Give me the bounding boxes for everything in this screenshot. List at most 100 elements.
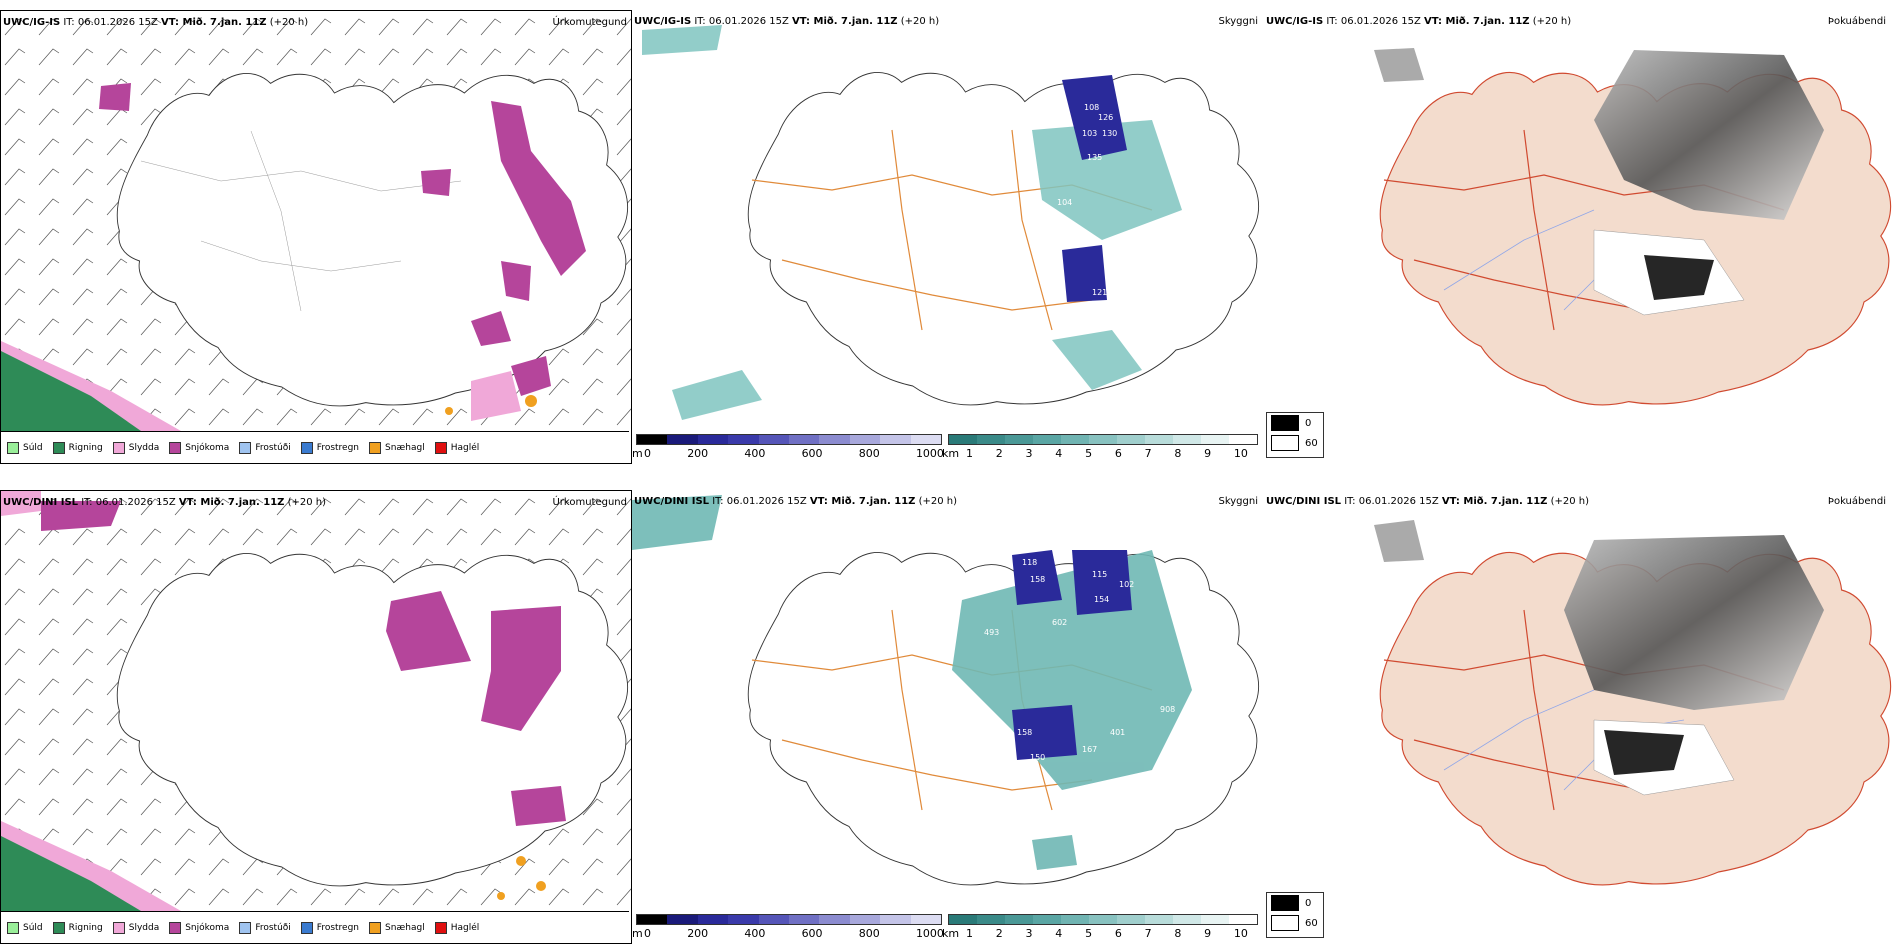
legend-swatch: [300, 921, 313, 934]
legend-swatch: [239, 921, 252, 934]
fog-areas: [1374, 520, 1824, 796]
value-label: 103: [1082, 129, 1097, 138]
legend-item: Snjókoma: [169, 441, 229, 454]
legend-swatch: [434, 921, 447, 934]
km-unit: km: [942, 447, 960, 460]
panel-title: Þokuábendi: [1827, 496, 1886, 507]
legend-swatch: [112, 921, 125, 934]
legend-item: Haglél: [434, 441, 479, 454]
visibility-panel-bottom: 114 118 158 115 102 154 602 493 114 158 …: [632, 490, 1262, 950]
legend-swatch: [52, 441, 65, 454]
value-labels: 114 118 158 115 102 154 602 493 114 158 …: [718, 513, 1175, 762]
legend-swatch: [369, 441, 382, 454]
very-low-visibility-areas: [1012, 550, 1132, 760]
panel-title: Úrkomutegund: [552, 17, 627, 28]
legend-swatch: [112, 441, 125, 454]
very-low-visibility-areas: [1062, 75, 1127, 302]
value-label: 144: [1147, 268, 1162, 277]
panel-title: Úrkomutegund: [552, 497, 627, 508]
legend-item: Snjókoma: [169, 921, 229, 934]
precip-type-map-bottom: [1, 491, 631, 911]
legend-swatch: [7, 921, 19, 934]
legend-item: Rigning: [52, 441, 103, 454]
precip-type-panel-bottom: UWC/DINI ISL IT: 06.01.2026 15Z VT: Mið.…: [0, 490, 632, 944]
m-ticks: 0 200 400 600 800 1000: [644, 927, 944, 940]
fog-legend-item: 0: [1267, 893, 1323, 913]
value-label: 102: [1119, 580, 1134, 589]
panel-header: UWC/IG-IS IT: 06.01.2026 15Z VT: Mið. 7.…: [3, 17, 309, 28]
value-label: 602: [1052, 618, 1067, 627]
value-label: 493: [984, 628, 999, 637]
roads: [140, 130, 462, 312]
fog-areas: [1374, 48, 1824, 316]
panel-title: Skyggni: [1218, 496, 1258, 507]
value-label: 167: [1082, 745, 1097, 754]
value-label: 135: [1087, 153, 1102, 162]
fog-panel-top: UWC/IG-IS IT: 06.01.2026 15Z VT: Mið. 7.…: [1264, 10, 1900, 470]
precip-type-panel-top: UWC/IG-IS IT: 06.01.2026 15Z VT: Mið. 7.…: [0, 10, 632, 464]
fog-map-bottom: [1374, 520, 1892, 886]
visibility-panel-top: 110 108 126 103 130 135 104 144 121 127 …: [632, 10, 1262, 470]
fog-legend-item: 60: [1267, 433, 1323, 453]
fog-legend-item: 60: [1267, 913, 1323, 933]
m-ticks: 0 200 400 600 800 1000: [644, 447, 944, 460]
fog-panel-bottom: UWC/DINI ISL IT: 06.01.2026 15Z VT: Mið.…: [1264, 490, 1900, 950]
legend-swatch: [300, 441, 313, 454]
snow-areas: [99, 83, 586, 396]
visibility-km-colorbar: [948, 434, 1258, 445]
precip-type-legend: Súld Rigning Slydda Snjókoma Frostúði Fr…: [1, 911, 629, 943]
legend-item: Rigning: [52, 921, 103, 934]
value-label: 154: [1094, 595, 1109, 604]
legend-swatch: [52, 921, 65, 934]
snow-pellet-areas: [497, 856, 546, 900]
legend-swatch: [369, 921, 382, 934]
legend-item: Slydda: [112, 921, 159, 934]
visibility-km-colorbar: [948, 914, 1258, 925]
legend-item: Snæhagl: [369, 441, 425, 454]
fog-legend-item: 0: [1267, 413, 1323, 433]
value-label: 401: [1110, 728, 1125, 737]
value-label: 121: [1092, 288, 1107, 297]
value-label: 108: [1084, 103, 1099, 112]
fog-map-top: [1374, 48, 1892, 406]
legend-swatch: [1271, 915, 1299, 931]
value-labels: 110 108 126 103 130 135 104 144 121 127: [735, 98, 1162, 312]
panel-title: Skyggni: [1218, 16, 1258, 27]
panel-header: UWC/IG-IS IT: 06.01.2026 15Z VT: Mið. 7.…: [634, 16, 940, 27]
value-label: 127: [1072, 303, 1087, 312]
value-label: 110: [735, 98, 750, 107]
value-label: 114: [944, 708, 959, 717]
m-unit: m: [632, 927, 643, 940]
fog-legend-bottom: 0 60: [1266, 892, 1324, 938]
value-label: 130: [1102, 129, 1117, 138]
iceland-outline: [747, 71, 1260, 406]
value-label: 118: [1022, 558, 1037, 567]
rain-area: [1, 836, 141, 911]
rain-area: [1, 351, 141, 431]
precip-type-map-top: [1, 11, 631, 431]
km-unit: km: [942, 927, 960, 940]
legend-swatch: [239, 441, 252, 454]
legend-item: Slydda: [112, 441, 159, 454]
legend-swatch: [1271, 415, 1299, 431]
legend-swatch: [1271, 435, 1299, 451]
m-unit: m: [632, 447, 643, 460]
km-ticks: 1 2 3 4 5 6 7 8 9 10: [966, 447, 1248, 460]
visibility-map-bottom: 114 118 158 115 102 154 602 493 114 158 …: [632, 495, 1260, 886]
value-label: 158: [1017, 728, 1032, 737]
legend-swatch: [169, 441, 182, 454]
value-label: 126: [1098, 113, 1113, 122]
legend-swatch: [1271, 895, 1299, 911]
panel-header: UWC/DINI ISL IT: 06.01.2026 15Z VT: Mið.…: [634, 496, 958, 507]
legend-swatch: [169, 921, 182, 934]
visibility-m-colorbar: [636, 434, 942, 445]
value-label: 115: [1092, 570, 1107, 579]
value-label: 150: [1030, 753, 1045, 762]
legend-item: Súld: [7, 921, 43, 934]
panel-title: Þokuábendi: [1827, 16, 1886, 27]
legend-item: Frostregn: [300, 921, 359, 934]
snow-areas: [41, 501, 566, 826]
panel-header: UWC/DINI ISL IT: 06.01.2026 15Z VT: Mið.…: [3, 497, 327, 508]
visibility-map-top: 110 108 126 103 130 135 104 144 121 127: [642, 25, 1260, 420]
panel-header: UWC/IG-IS IT: 06.01.2026 15Z VT: Mið. 7.…: [1266, 16, 1572, 27]
